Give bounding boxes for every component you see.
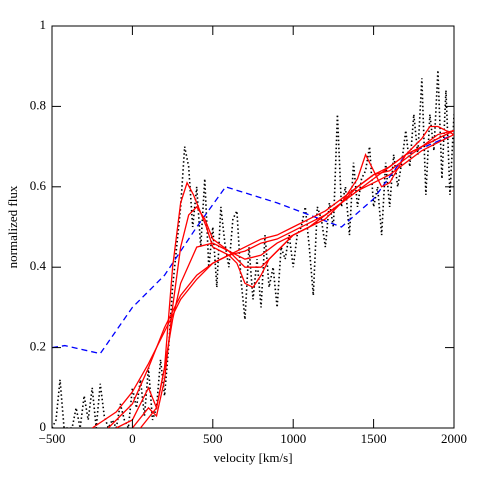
series-line — [91, 129, 454, 428]
x-tick-label: −500 — [39, 431, 66, 446]
x-tick-label: 1500 — [361, 431, 387, 446]
series-line — [52, 70, 454, 428]
y-tick-label: 0.8 — [30, 97, 46, 112]
y-tick-label: 0.6 — [30, 178, 47, 193]
y-tick-label: 0.4 — [30, 258, 47, 273]
series-line — [139, 133, 454, 428]
series-line — [131, 129, 454, 428]
x-tick-label: 500 — [203, 431, 223, 446]
plot-area — [52, 70, 454, 428]
y-tick-label: 1 — [40, 17, 47, 32]
x-tick-label: 1000 — [280, 431, 306, 446]
y-tick-label: 0 — [40, 419, 47, 434]
y-tick-label: 0.2 — [30, 339, 46, 354]
x-tick-label: 2000 — [441, 431, 467, 446]
series-line — [116, 125, 454, 428]
x-tick-label: 0 — [129, 431, 136, 446]
y-axis-label: normalized flux — [5, 185, 20, 268]
x-axis-label: velocity [km/s] — [213, 450, 292, 465]
series-line — [52, 133, 454, 355]
plot-frame — [51, 25, 455, 429]
